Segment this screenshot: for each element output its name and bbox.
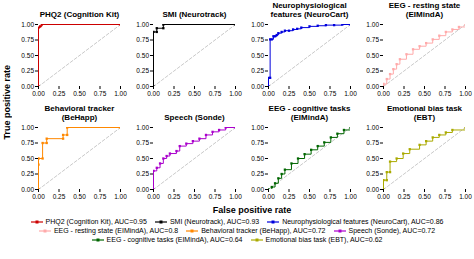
svg-text:0.00: 0.00 — [21, 83, 34, 90]
html-text:EEG - resting state (EIMindA),: EEG - resting state (EIMindA), AUC=0.8 — [53, 227, 179, 234]
svg-text:0.00: 0.00 — [147, 90, 160, 97]
svg-text:0.75: 0.75 — [21, 36, 34, 43]
svg-text:0.75: 0.75 — [439, 193, 452, 200]
svg-text:0.25: 0.25 — [168, 90, 181, 97]
svg-text:0.50: 0.50 — [73, 193, 86, 200]
svg-text:0.50: 0.50 — [303, 193, 316, 200]
svg-text:0.25: 0.25 — [53, 193, 66, 200]
svg-text:0.75: 0.75 — [439, 90, 452, 97]
svg-text:0.50: 0.50 — [188, 90, 201, 97]
svg-text:0.50: 0.50 — [418, 193, 431, 200]
svg-text:0.75: 0.75 — [251, 36, 264, 43]
svg-text:1.00: 1.00 — [114, 193, 127, 200]
html-text:PHQ2 (Cognition Kit): PHQ2 (Cognition Kit) — [39, 9, 120, 19]
svg-text:0.50: 0.50 — [251, 52, 264, 59]
svg-text:0.25: 0.25 — [283, 193, 296, 200]
svg-text:0.50: 0.50 — [366, 52, 379, 59]
svg-text:0.00: 0.00 — [377, 90, 390, 97]
html-text:False positive rate: False positive rate — [212, 205, 292, 215]
html-text:Emotional bias task (EBT): Emotional bias task (EBT) — [386, 103, 463, 122]
html-text:Neurophysiological features (N: Neurophysiological features (NeuroCart),… — [282, 218, 444, 225]
svg-text:1.00: 1.00 — [344, 193, 357, 200]
svg-text:0.00: 0.00 — [136, 186, 149, 193]
svg-text:0.25: 0.25 — [366, 170, 379, 177]
svg-text:1.00: 1.00 — [229, 90, 242, 97]
svg-text:0.75: 0.75 — [324, 193, 337, 200]
svg-text:0.50: 0.50 — [136, 155, 149, 162]
html-text:Behavioral tracker (BeHapp): Behavioral tracker (BeHapp) — [44, 103, 115, 122]
svg-text:0.50: 0.50 — [21, 155, 34, 162]
html-text:True positive rate: True positive rate — [2, 64, 12, 140]
html-text:Behavioral tracker (BeHapp), A: Behavioral tracker (BeHapp), AUC=0.72 — [201, 227, 326, 234]
svg-text:0.25: 0.25 — [136, 170, 149, 177]
svg-text:0.75: 0.75 — [209, 193, 222, 200]
svg-text:1.00: 1.00 — [21, 124, 34, 131]
svg-text:0.00: 0.00 — [262, 193, 275, 200]
svg-text:0.00: 0.00 — [251, 186, 264, 193]
svg-text:0.00: 0.00 — [262, 90, 275, 97]
svg-text:1.00: 1.00 — [136, 21, 149, 28]
svg-text:0.75: 0.75 — [324, 90, 337, 97]
svg-text:0.75: 0.75 — [366, 36, 379, 43]
svg-text:0.50: 0.50 — [251, 155, 264, 162]
html-text:EEG - cognitive tasks (EIMindA: EEG - cognitive tasks (EIMindA), AUC=0.6… — [106, 236, 243, 243]
svg-text:1.00: 1.00 — [459, 193, 472, 200]
svg-text:0.25: 0.25 — [366, 67, 379, 74]
svg-text:0.25: 0.25 — [283, 90, 296, 97]
svg-text:0.25: 0.25 — [53, 90, 66, 97]
svg-text:0.25: 0.25 — [398, 90, 411, 97]
html-text:SMI (Neurotrack), AUC=0.93: SMI (Neurotrack), AUC=0.93 — [169, 218, 260, 225]
svg-text:0.75: 0.75 — [21, 139, 34, 146]
html-text:EEG - cognitive tasks (EIMindA: EEG - cognitive tasks (EIMindA) — [268, 103, 351, 122]
svg-text:0.75: 0.75 — [251, 139, 264, 146]
html-text:PHQ2 (Cognition Kit), AUC=0.95: PHQ2 (Cognition Kit), AUC=0.95 — [45, 218, 147, 225]
svg-text:0.50: 0.50 — [418, 90, 431, 97]
svg-text:0.75: 0.75 — [209, 90, 222, 97]
svg-text:0.00: 0.00 — [377, 193, 390, 200]
svg-text:0.50: 0.50 — [366, 155, 379, 162]
svg-text:0.00: 0.00 — [32, 90, 45, 97]
svg-text:1.00: 1.00 — [21, 21, 34, 28]
svg-text:0.00: 0.00 — [366, 83, 379, 90]
html-text:Neurophysiological features (N: Neurophysiological features (NeuroCart) — [270, 0, 349, 19]
svg-text:0.25: 0.25 — [251, 67, 264, 74]
svg-text:1.00: 1.00 — [459, 90, 472, 97]
html-text:Emotional bias task (EBT), AUC: Emotional bias task (EBT), AUC=0.62 — [265, 236, 383, 243]
svg-text:0.00: 0.00 — [366, 186, 379, 193]
svg-text:0.25: 0.25 — [21, 170, 34, 177]
svg-text:0.00: 0.00 — [21, 186, 34, 193]
svg-text:0.50: 0.50 — [188, 193, 201, 200]
svg-text:1.00: 1.00 — [251, 21, 264, 28]
svg-text:1.00: 1.00 — [366, 21, 379, 28]
svg-text:0.00: 0.00 — [251, 83, 264, 90]
svg-text:0.00: 0.00 — [32, 193, 45, 200]
svg-text:0.25: 0.25 — [398, 193, 411, 200]
html-text:Speech (Sonde), AUC=0.72: Speech (Sonde), AUC=0.72 — [348, 227, 436, 234]
svg-text:0.25: 0.25 — [168, 193, 181, 200]
svg-text:1.00: 1.00 — [114, 90, 127, 97]
svg-text:0.75: 0.75 — [94, 90, 107, 97]
svg-text:1.00: 1.00 — [251, 124, 264, 131]
svg-text:0.00: 0.00 — [136, 83, 149, 90]
svg-text:0.75: 0.75 — [366, 139, 379, 146]
svg-text:0.50: 0.50 — [303, 90, 316, 97]
svg-text:0.75: 0.75 — [94, 193, 107, 200]
svg-text:0.25: 0.25 — [251, 170, 264, 177]
svg-text:0.25: 0.25 — [21, 67, 34, 74]
svg-text:0.25: 0.25 — [136, 67, 149, 74]
svg-text:0.75: 0.75 — [136, 139, 149, 146]
svg-text:0.00: 0.00 — [147, 193, 160, 200]
svg-text:1.00: 1.00 — [344, 90, 357, 97]
svg-text:1.00: 1.00 — [136, 124, 149, 131]
svg-text:0.50: 0.50 — [21, 52, 34, 59]
html-text:EEG - resting state (EIMindA): EEG - resting state (EIMindA) — [388, 0, 461, 19]
html-text:SMI (Neurotrack): SMI (Neurotrack) — [162, 9, 227, 19]
svg-text:1.00: 1.00 — [229, 193, 242, 200]
svg-text:1.00: 1.00 — [366, 124, 379, 131]
html-text:Speech (Sonde): Speech (Sonde) — [164, 112, 225, 122]
svg-text:0.50: 0.50 — [136, 52, 149, 59]
svg-text:0.50: 0.50 — [73, 90, 86, 97]
svg-text:0.75: 0.75 — [136, 36, 149, 43]
